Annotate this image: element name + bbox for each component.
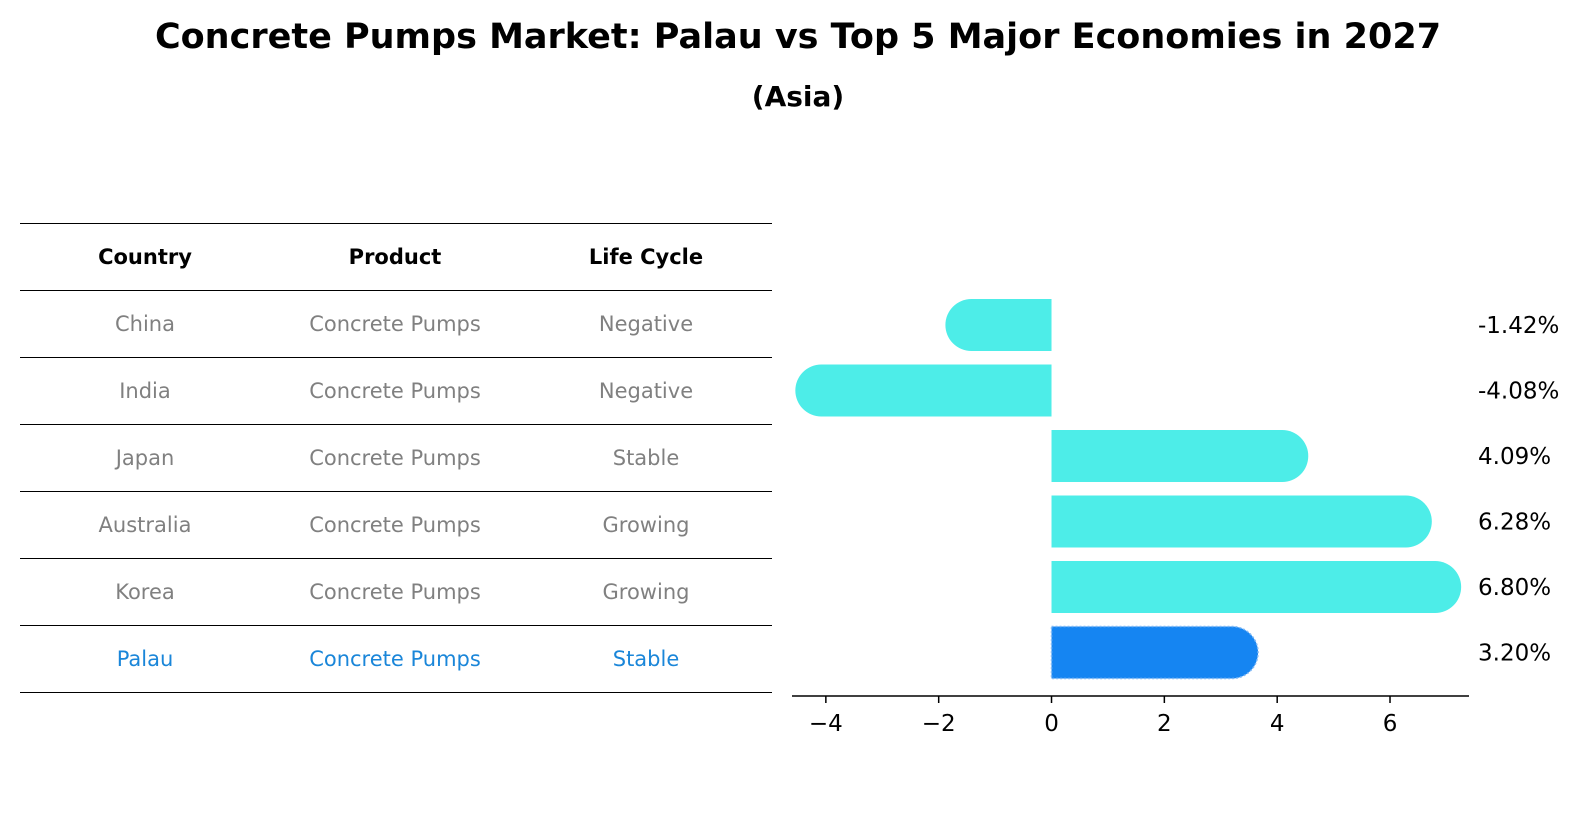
table-row: Korea Concrete Pumps Growing (20, 558, 772, 626)
cell-country: Australia (20, 491, 270, 559)
cell-life-cycle: Stable (520, 424, 772, 492)
cell-product: Concrete Pumps (270, 424, 520, 492)
market-table: Country Product Life Cycle China Concret… (20, 223, 772, 693)
x-tick-label: 4 (1270, 711, 1285, 737)
cell-country: Palau (20, 625, 270, 693)
chart-subtitle: (Asia) (751, 80, 845, 113)
bar-highlighted (1050, 625, 1259, 680)
data-label: 3.20% (1478, 641, 1551, 667)
cell-product: Concrete Pumps (270, 558, 520, 626)
x-tick-label: −2 (922, 711, 956, 737)
bar (795, 364, 1052, 417)
column-header-life-cycle: Life Cycle (520, 223, 772, 291)
table-header-row: Country Product Life Cycle (20, 223, 772, 291)
cell-product: Concrete Pumps (270, 625, 520, 693)
cell-country: Korea (20, 558, 270, 626)
data-label: -1.42% (1478, 313, 1559, 339)
data-label: 6.80% (1478, 575, 1551, 601)
table-row: Japan Concrete Pumps Stable (20, 424, 772, 492)
cell-country: China (20, 290, 270, 358)
cell-country: Japan (20, 424, 270, 492)
column-header-product: Product (270, 223, 520, 291)
cell-life-cycle: Negative (520, 357, 772, 425)
x-tick-label: 6 (1383, 711, 1398, 737)
cell-life-cycle: Growing (520, 558, 772, 626)
x-tick-label: 0 (1044, 711, 1059, 737)
cell-life-cycle: Negative (520, 290, 772, 358)
cell-life-cycle: Growing (520, 491, 772, 559)
cell-product: Concrete Pumps (270, 491, 520, 559)
data-label: 6.28% (1478, 510, 1551, 536)
table-row: Australia Concrete Pumps Growing (20, 491, 772, 559)
table-row-highlighted: Palau Concrete Pumps Stable (20, 625, 772, 693)
cell-product: Concrete Pumps (270, 290, 520, 358)
table-row: China Concrete Pumps Negative (20, 290, 772, 358)
column-header-country: Country (20, 223, 270, 291)
x-tick-label: −4 (809, 711, 843, 737)
data-label: -4.08% (1478, 379, 1559, 405)
table-row: India Concrete Pumps Negative (20, 357, 772, 425)
cell-product: Concrete Pumps (270, 357, 520, 425)
bar (1051, 495, 1432, 548)
cell-country: India (20, 357, 270, 425)
cell-life-cycle: Stable (520, 625, 772, 693)
data-label: 4.09% (1478, 444, 1551, 470)
x-tick-label: 2 (1157, 711, 1172, 737)
bar (1051, 430, 1309, 482)
bar (945, 299, 1052, 351)
chart-title: Concrete Pumps Market: Palau vs Top 5 Ma… (154, 17, 1442, 57)
bar (1051, 561, 1462, 613)
